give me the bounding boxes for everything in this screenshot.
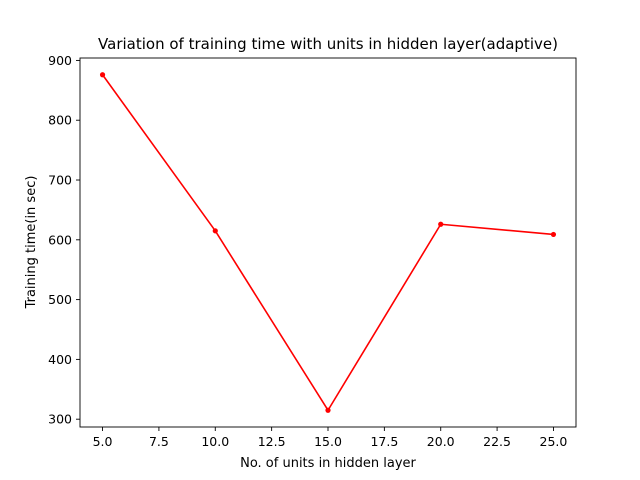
data-point [99,72,106,78]
data-point [212,228,218,234]
y-tick-label: 900 [48,53,72,68]
x-tick-label: 25.0 [540,434,568,449]
y-tick-label: 700 [48,173,72,188]
y-tick-label: 600 [48,232,72,247]
x-tick-label: 17.5 [370,434,398,449]
x-tick-label: 22.5 [483,434,511,449]
data-point [325,407,331,413]
chart-title: Variation of training time with units in… [98,35,558,53]
x-tick-label: 10.0 [201,434,229,449]
plot-area: 5.0 7.5 10.0 12.5 15.0 17.5 20.0 22.5 25.0 300 400… [48,53,577,449]
x-tick-label: 20.0 [427,434,455,449]
data-point [550,231,557,238]
x-tick-label: 5.0 [93,434,113,449]
y-tick-label: 500 [48,292,72,307]
y-tick-label: 400 [48,352,72,367]
data-point [438,221,444,227]
x-tick-label: 12.5 [258,434,286,449]
x-tick-label: 7.5 [149,434,169,449]
y-axis-label: Training time(in sec) [24,176,39,310]
axes-frame [79,57,577,428]
x-axis-label: No. of units in hidden layer [240,456,416,471]
y-tick-label: 800 [48,113,72,128]
y-tick-label: 300 [48,412,72,427]
series-line [101,74,554,412]
x-tick-label: 15.0 [314,434,342,449]
